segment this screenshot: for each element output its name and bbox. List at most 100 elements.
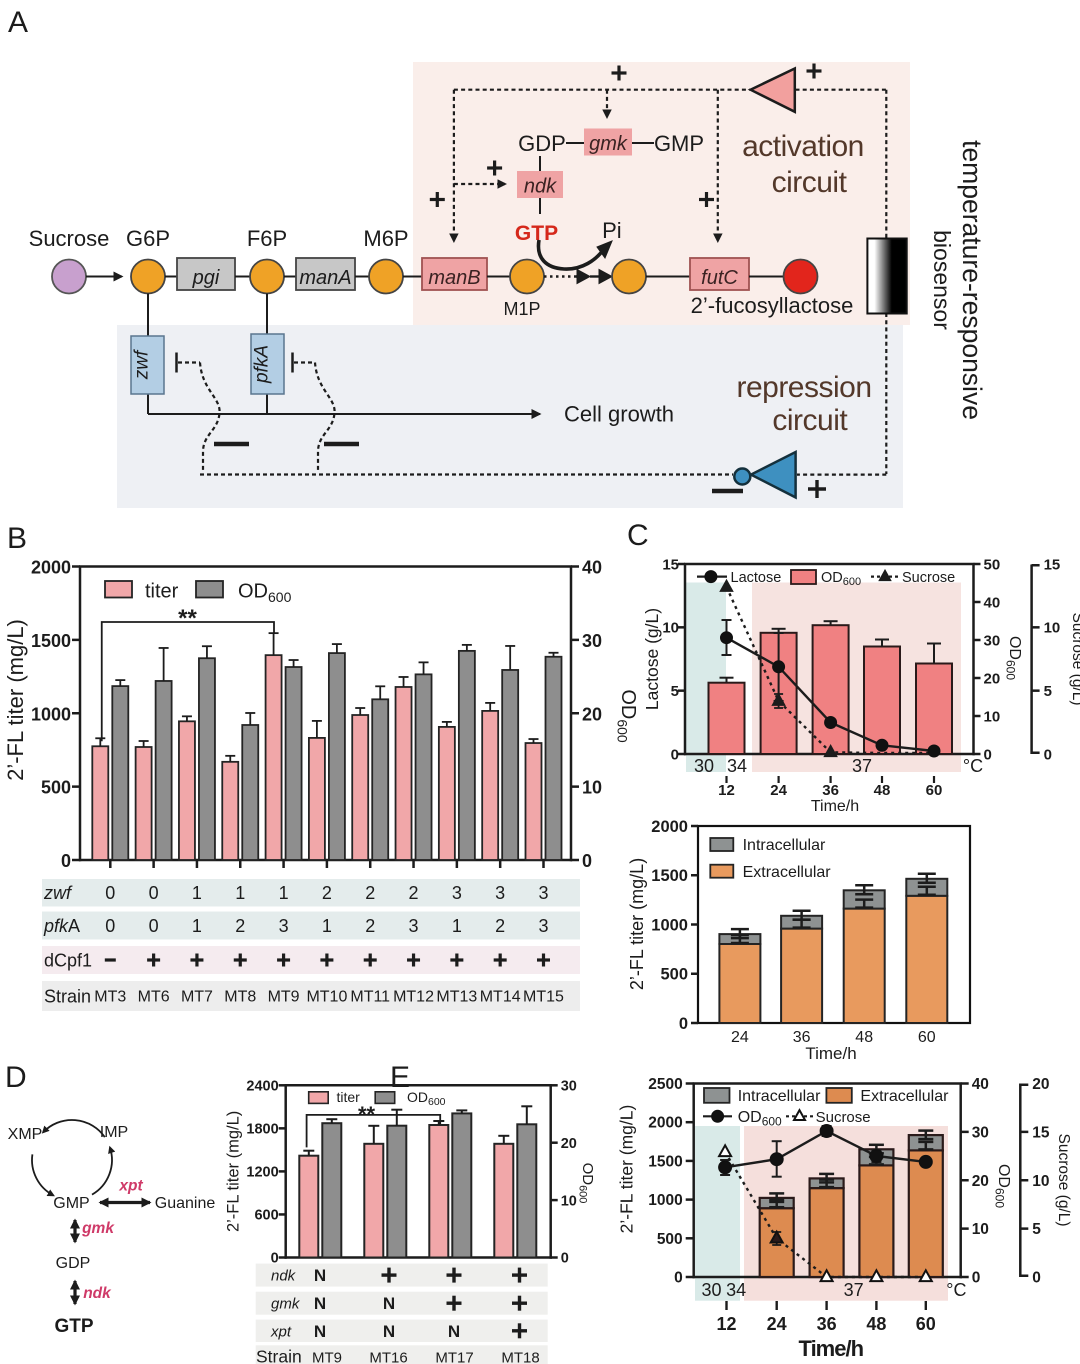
svg-text:2: 2 — [322, 883, 332, 903]
svg-text:Sucrose: Sucrose — [816, 1109, 871, 1126]
svg-text:3: 3 — [538, 883, 548, 903]
svg-text:OD600: OD600 — [238, 581, 292, 605]
svg-text:MT12: MT12 — [393, 989, 434, 1006]
svg-text:ndk: ndk — [271, 1268, 297, 1285]
svg-text:60: 60 — [916, 1314, 936, 1334]
svg-text:30: 30 — [701, 1280, 721, 1300]
svg-text:5: 5 — [1032, 1221, 1041, 1238]
svg-text:MT17: MT17 — [435, 1349, 473, 1364]
svg-text:3: 3 — [409, 916, 419, 936]
svg-text:titer: titer — [337, 1089, 361, 1105]
svg-text:biosensor: biosensor — [929, 230, 955, 330]
svg-text:5: 5 — [1044, 683, 1052, 700]
svg-text:**: ** — [178, 605, 197, 632]
svg-text:Time/h: Time/h — [799, 1336, 864, 1361]
svg-text:OD600: OD600 — [738, 1109, 782, 1129]
svg-text:gmk: gmk — [271, 1296, 301, 1313]
svg-text:50: 50 — [984, 556, 1001, 573]
svg-text:0: 0 — [271, 1251, 279, 1267]
svg-text:1000: 1000 — [651, 916, 688, 934]
svg-text:2’-fucosyllactose: 2’-fucosyllactose — [691, 293, 854, 318]
svg-text:2: 2 — [409, 883, 419, 903]
svg-text:40: 40 — [984, 594, 1001, 611]
svg-text:60: 60 — [918, 1029, 936, 1046]
svg-text:500: 500 — [660, 966, 688, 984]
svg-text:GDP: GDP — [518, 131, 566, 156]
svg-text:24: 24 — [731, 1029, 749, 1046]
svg-text:°C: °C — [946, 1280, 966, 1300]
svg-text:GMP: GMP — [654, 131, 704, 156]
svg-text:0: 0 — [972, 1270, 981, 1287]
svg-text:10: 10 — [582, 778, 602, 798]
svg-text:37: 37 — [844, 1280, 864, 1300]
svg-text:2’-FL titer (mg/L): 2’-FL titer (mg/L) — [3, 619, 28, 781]
svg-text:GTP: GTP — [54, 1316, 93, 1337]
svg-text:Strain: Strain — [256, 1346, 302, 1364]
svg-text:34: 34 — [727, 756, 747, 776]
svg-text:12: 12 — [718, 782, 735, 799]
svg-text:OD600: OD600 — [577, 1163, 596, 1204]
svg-text:0: 0 — [1044, 746, 1052, 763]
svg-text:activation: activation — [742, 130, 864, 163]
svg-text:0: 0 — [582, 851, 592, 871]
svg-text:dCpf1: dCpf1 — [44, 950, 92, 970]
svg-text:1: 1 — [322, 916, 332, 936]
svg-text:temperature-responsive: temperature-responsive — [957, 140, 987, 420]
svg-text:12: 12 — [716, 1314, 736, 1334]
svg-text:ndk: ndk — [524, 176, 557, 198]
svg-text:futC: futC — [701, 267, 738, 289]
svg-text:40: 40 — [972, 1076, 989, 1093]
svg-text:MT15: MT15 — [523, 989, 564, 1006]
svg-text:Sucrose: Sucrose — [902, 570, 955, 586]
svg-text:1500: 1500 — [648, 1153, 682, 1170]
svg-text:2: 2 — [365, 883, 375, 903]
svg-text:1500: 1500 — [651, 867, 688, 885]
svg-text:3: 3 — [452, 883, 462, 903]
svg-text:MT6: MT6 — [138, 989, 170, 1006]
svg-text:2000: 2000 — [651, 818, 688, 836]
svg-text:1: 1 — [452, 916, 462, 936]
svg-text:manA: manA — [299, 267, 351, 289]
svg-text:**: ** — [358, 1102, 376, 1127]
svg-text:0: 0 — [1032, 1270, 1041, 1287]
svg-text:IMP: IMP — [100, 1124, 128, 1141]
svg-text:N: N — [383, 1322, 395, 1341]
svg-text:°C: °C — [963, 756, 983, 776]
svg-text:3: 3 — [538, 916, 548, 936]
svg-text:40: 40 — [582, 558, 602, 578]
svg-text:pfkA: pfkA — [43, 916, 80, 936]
svg-text:circuit: circuit — [772, 166, 848, 199]
svg-text:0: 0 — [105, 883, 115, 903]
svg-text:2000: 2000 — [31, 558, 71, 578]
svg-text:2: 2 — [495, 916, 505, 936]
svg-text:F6P: F6P — [247, 226, 287, 251]
svg-text:MT3: MT3 — [94, 989, 126, 1006]
svg-text:500: 500 — [657, 1231, 683, 1248]
svg-text:Time/h: Time/h — [811, 798, 859, 815]
svg-text:0: 0 — [674, 1270, 683, 1287]
svg-text:Strain: Strain — [44, 986, 91, 1006]
svg-text:gmk: gmk — [81, 1220, 115, 1237]
svg-text:zwf: zwf — [43, 883, 73, 903]
svg-text:gmk: gmk — [589, 133, 628, 155]
svg-text:36: 36 — [822, 782, 839, 799]
svg-text:N: N — [448, 1322, 460, 1341]
svg-text:MT8: MT8 — [224, 989, 256, 1006]
svg-text:OD600: OD600 — [993, 1164, 1013, 1208]
svg-text:3: 3 — [495, 883, 505, 903]
svg-text:ndk: ndk — [83, 1285, 112, 1302]
svg-text:30: 30 — [972, 1124, 989, 1141]
svg-text:Extracellular: Extracellular — [860, 1088, 949, 1105]
svg-text:N: N — [314, 1266, 326, 1285]
svg-text:MT16: MT16 — [369, 1349, 407, 1364]
svg-text:10: 10 — [662, 620, 679, 637]
svg-text:G6P: G6P — [126, 226, 170, 251]
svg-text:xpt: xpt — [270, 1323, 292, 1340]
svg-text:2400: 2400 — [246, 1079, 278, 1095]
svg-text:30: 30 — [694, 756, 714, 776]
svg-text:10: 10 — [1032, 1173, 1049, 1190]
svg-text:Sucrose: Sucrose — [29, 226, 110, 251]
svg-text:36: 36 — [793, 1029, 811, 1046]
svg-text:circuit: circuit — [772, 404, 848, 437]
svg-text:20: 20 — [582, 704, 602, 724]
